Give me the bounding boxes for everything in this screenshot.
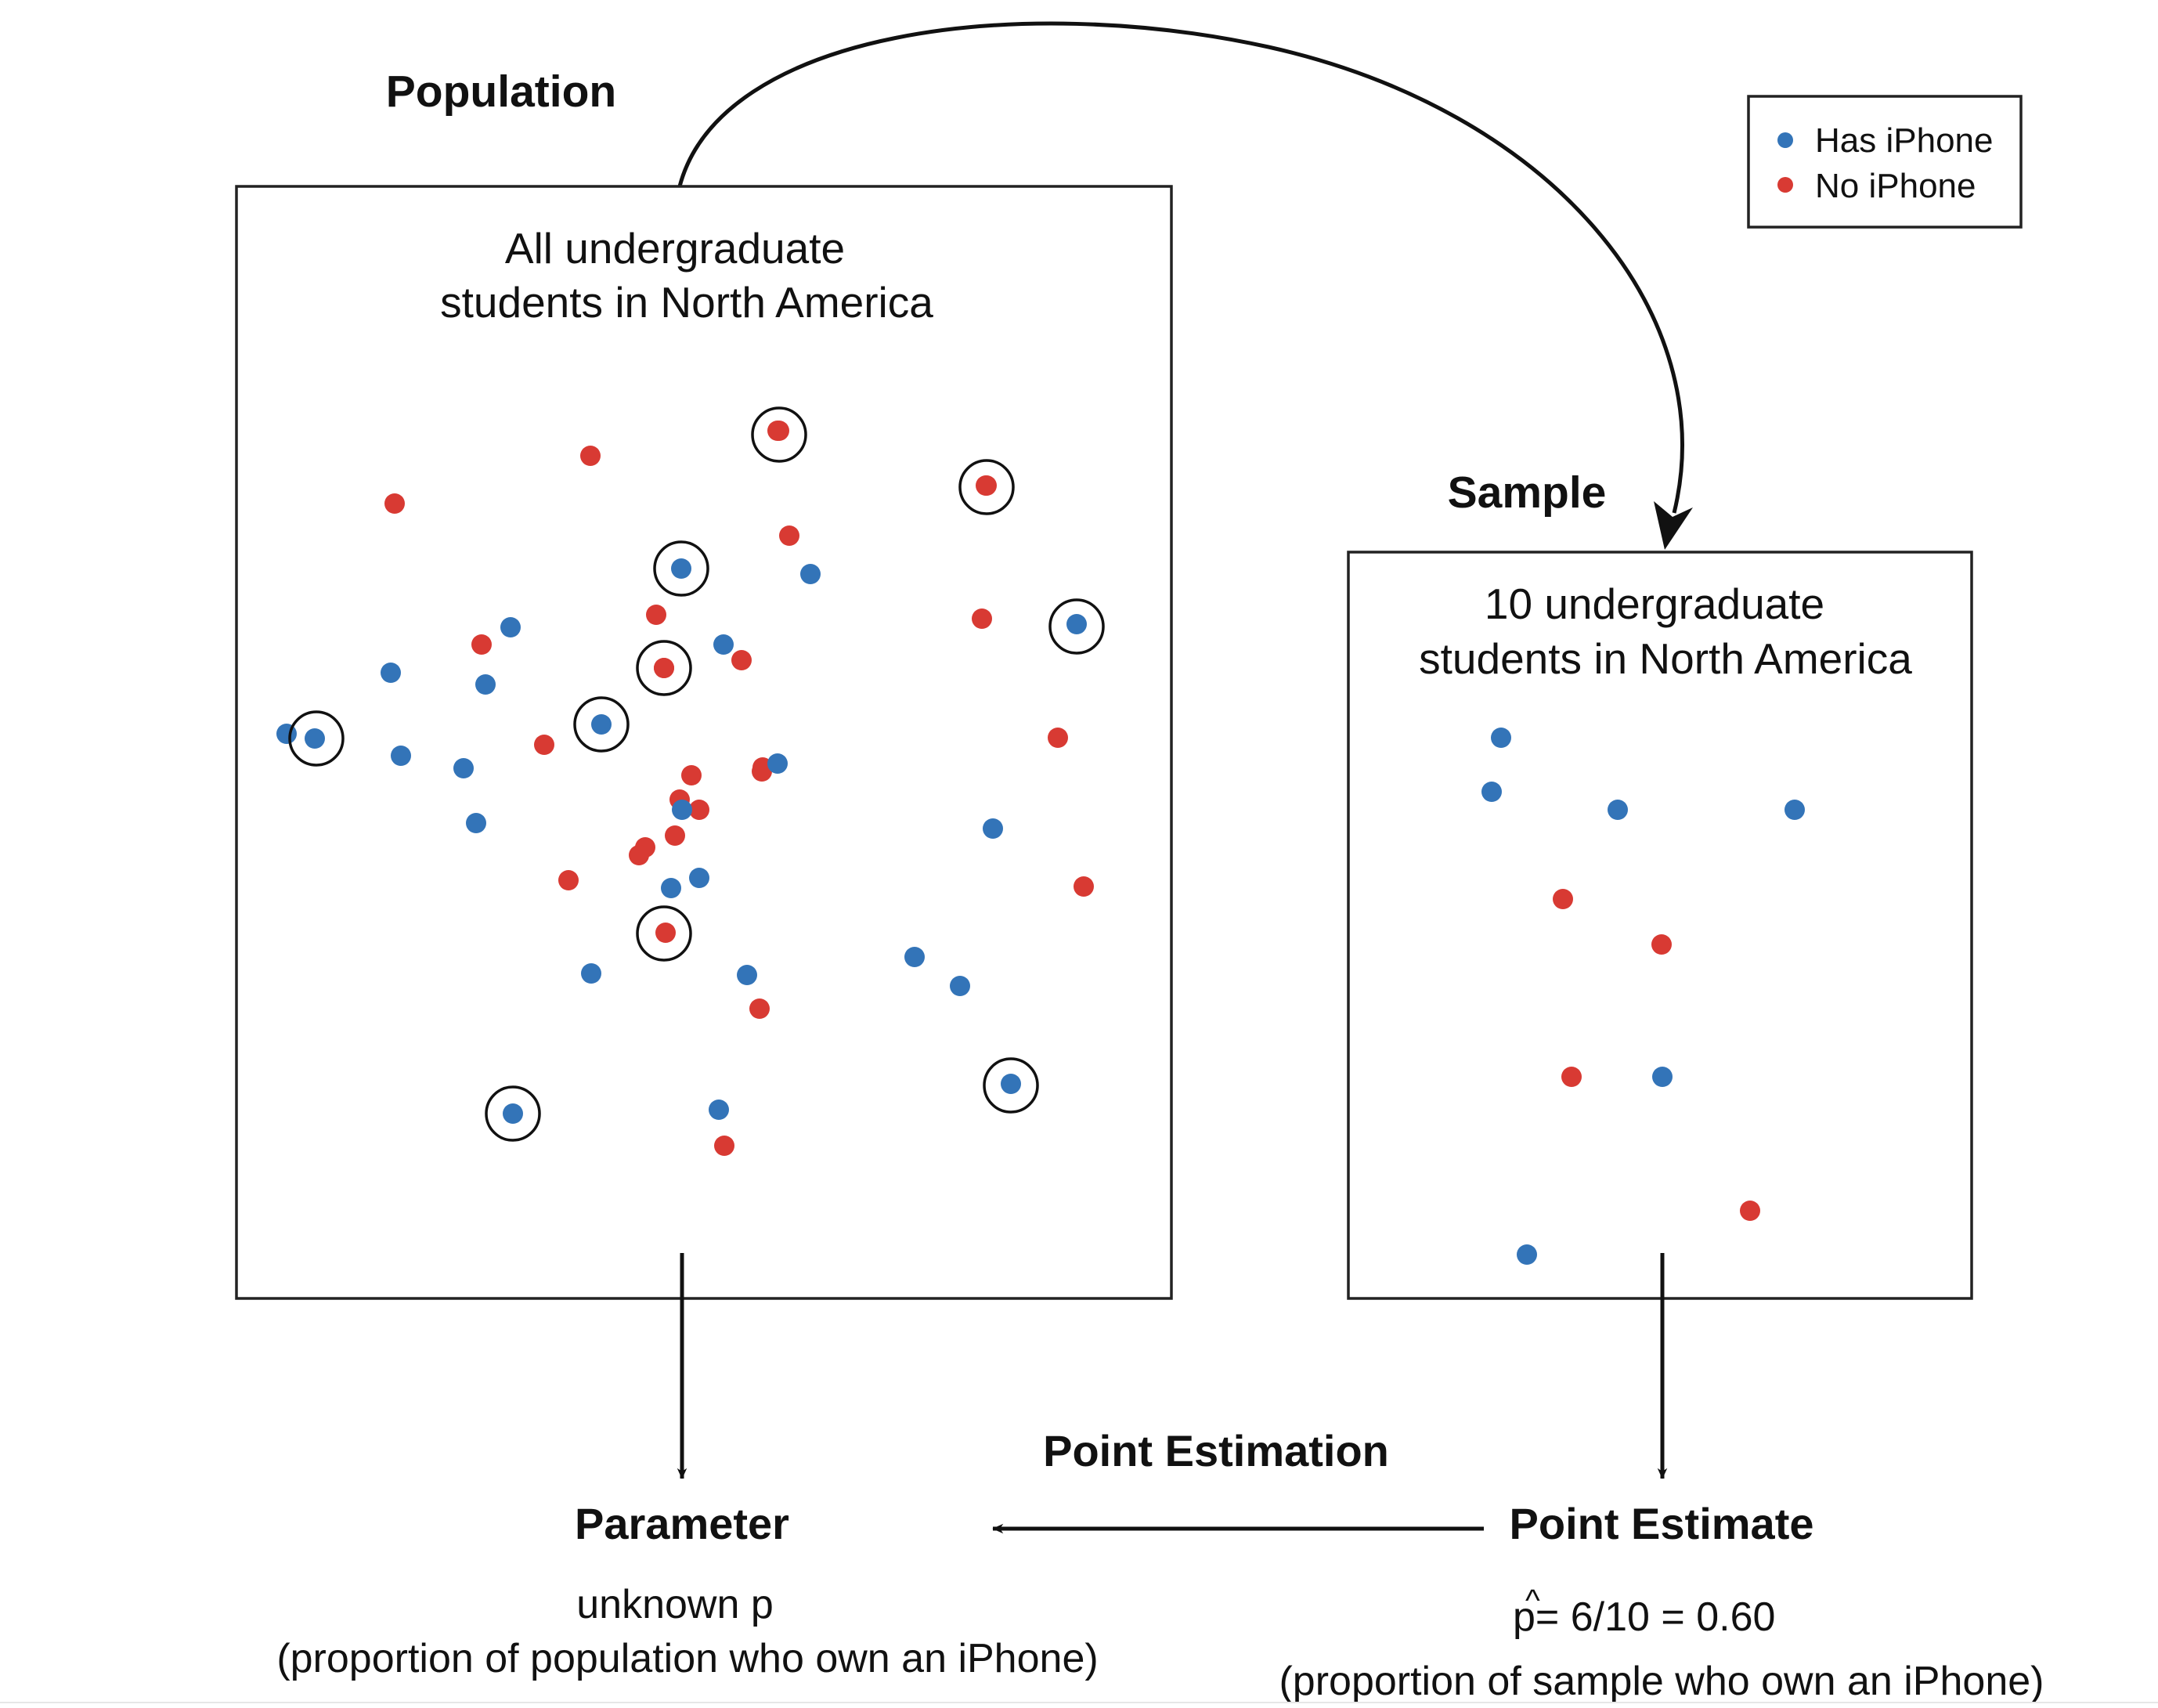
population-dot-no-iphone-sampled [976,475,997,496]
population-dot-has-iphone [983,818,1003,839]
population-heading: Population [386,67,616,117]
point-estimation-label: Point Estimation [1043,1426,1389,1475]
parameter-title: Parameter [575,1499,789,1548]
population-dot-has-iphone [661,878,681,898]
population-dot-no-iphone-sampled [654,658,674,678]
sample-dots [1481,728,1805,1265]
sample-dot-has-iphone [1652,1067,1673,1087]
population-dot-has-iphone [767,753,788,774]
parameter-line-2: (proportion of population who own an iPh… [276,1636,1098,1681]
population-dot-no-iphone [629,845,649,865]
sample-selection-rings [288,406,1105,1142]
sample-dot-no-iphone [1553,889,1573,909]
population-dot-no-iphone [779,525,799,546]
point-estimate-line-2: (proportion of sample who own an iPhone) [1279,1659,2044,1704]
population-dot-has-iphone [713,634,734,655]
population-dot-has-iphone-sampled [591,714,612,735]
population-dot-has-iphone [391,746,411,766]
sample-dot-no-iphone [1651,934,1672,955]
sample-description-line-2: students in North America [1419,634,1912,683]
legend-no-iphone-label: No iPhone [1815,167,1976,205]
population-dot-has-iphone [381,663,401,683]
sample-dot-no-iphone [1561,1067,1582,1087]
population-dot-no-iphone-sampled [655,923,676,943]
page-bottom-rule [0,1702,2158,1703]
population-dot-no-iphone [731,650,752,670]
point-estimate-hat: ^ [1525,1583,1540,1618]
population-dot-has-iphone-sampled [503,1103,523,1124]
parameter-line-1: unknown p [576,1582,774,1627]
population-dot-has-iphone-sampled [1001,1074,1021,1094]
population-dot-has-iphone-sampled [305,728,325,749]
population-dot-no-iphone [471,634,492,655]
population-dot-no-iphone [384,493,405,514]
population-dot-has-iphone [453,758,474,778]
point-estimate-title: Point Estimate [1510,1499,1814,1548]
population-dot-has-iphone [737,965,757,985]
population-description-line-1: All undergraduate [505,224,845,273]
population-dot-no-iphone [689,800,709,820]
sample-dot-has-iphone [1491,728,1511,748]
legend-has-iphone-marker [1777,132,1793,148]
sample-heading: Sample [1448,468,1607,518]
population-dot-has-iphone [709,1100,729,1120]
sample-dot-has-iphone [1517,1244,1537,1265]
population-dot-has-iphone-sampled [1066,614,1087,634]
population-to-sample-connector [677,21,1684,514]
sample-box [1347,551,1973,1300]
legend-has-iphone-label: Has iPhone [1815,121,1993,160]
sampled-ring [1048,598,1105,655]
population-box [235,185,1173,1300]
sampled-ring [653,540,709,597]
population-dot-no-iphone [665,825,685,846]
sample-dot-has-iphone [1784,800,1805,820]
sampled-ring [751,406,807,463]
sampled-ring [958,459,1015,515]
population-dot-no-iphone [580,446,601,466]
population-dot-has-iphone [466,813,486,833]
population-dot-no-iphone [534,735,554,755]
sampled-ring [288,710,345,767]
sampled-ring [573,696,630,753]
population-dot-no-iphone [558,870,579,890]
population-dot-has-iphone [800,564,821,584]
sampled-ring [636,905,692,962]
sampled-ring [983,1057,1039,1114]
sample-dot-no-iphone [1740,1201,1760,1221]
population-dots [276,421,1094,1156]
population-dot-has-iphone [475,674,496,695]
population-dot-no-iphone [681,765,702,785]
population-dot-no-iphone [972,608,992,629]
population-dot-no-iphone [1074,876,1094,897]
population-dot-no-iphone [714,1136,734,1156]
population-dot-no-iphone [646,605,666,625]
legend-no-iphone-marker [1777,177,1793,193]
population-dot-has-iphone [689,868,709,888]
sample-description-line-1: 10 undergraduate [1485,580,1824,628]
point-estimate-formula: p= 6/10 = 0.60 [1513,1594,1775,1640]
population-dot-has-iphone [581,963,601,984]
legend-box [1747,95,2023,229]
population-dot-has-iphone [672,800,692,820]
population-description-line-2: students in North America [440,278,933,327]
population-dot-no-iphone-sampled [769,421,789,441]
population-dot-has-iphone [950,976,970,996]
population-dot-no-iphone [749,998,770,1019]
population-dot-has-iphone [500,617,521,637]
population-dot-has-iphone-sampled [671,558,691,579]
sampled-ring [636,640,692,696]
population-dot-has-iphone [904,947,925,967]
sample-dot-has-iphone [1608,800,1628,820]
connector-arrowhead [1654,501,1693,550]
population-dot-no-iphone [1048,728,1068,748]
sampled-ring [485,1085,541,1142]
sample-dot-has-iphone [1481,782,1502,802]
